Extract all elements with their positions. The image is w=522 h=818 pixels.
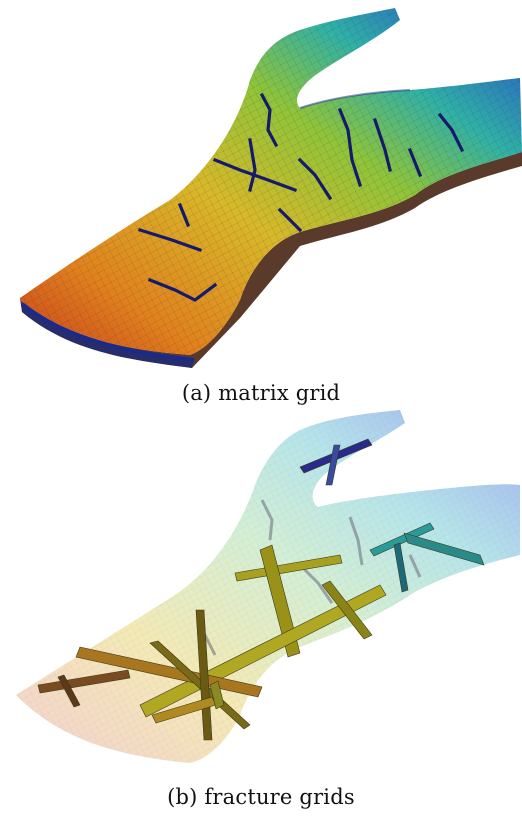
fracture-plane-top-vertical <box>325 444 341 486</box>
fracture-plane-right-vertical <box>393 542 409 593</box>
fracture-plane-far-left-vertical <box>57 674 81 708</box>
fracture-plane-far-left <box>37 669 131 694</box>
caption-matrix-grid: (a) matrix grid <box>181 381 341 405</box>
fracture-plane-small <box>209 680 225 710</box>
fracture-plane-center-vertical <box>259 544 301 658</box>
matrix-grid-plot <box>20 8 522 368</box>
fracture-plane-right-2 <box>403 532 485 566</box>
caption-fracture-grids: (b) fracture grids <box>167 785 355 809</box>
fracture-grids-figure <box>0 405 522 775</box>
matrix-fracture-traces <box>137 92 465 302</box>
fracture-grids-plot <box>16 410 520 763</box>
fracture-plane-center-horizontal <box>234 554 343 582</box>
fracture-plane-right <box>369 522 435 557</box>
matrix-grid-figure <box>0 0 522 372</box>
matrix-grid-side-wall <box>20 152 522 368</box>
fracture-planes <box>37 438 485 741</box>
fracture-plane-mid-right <box>321 580 373 640</box>
